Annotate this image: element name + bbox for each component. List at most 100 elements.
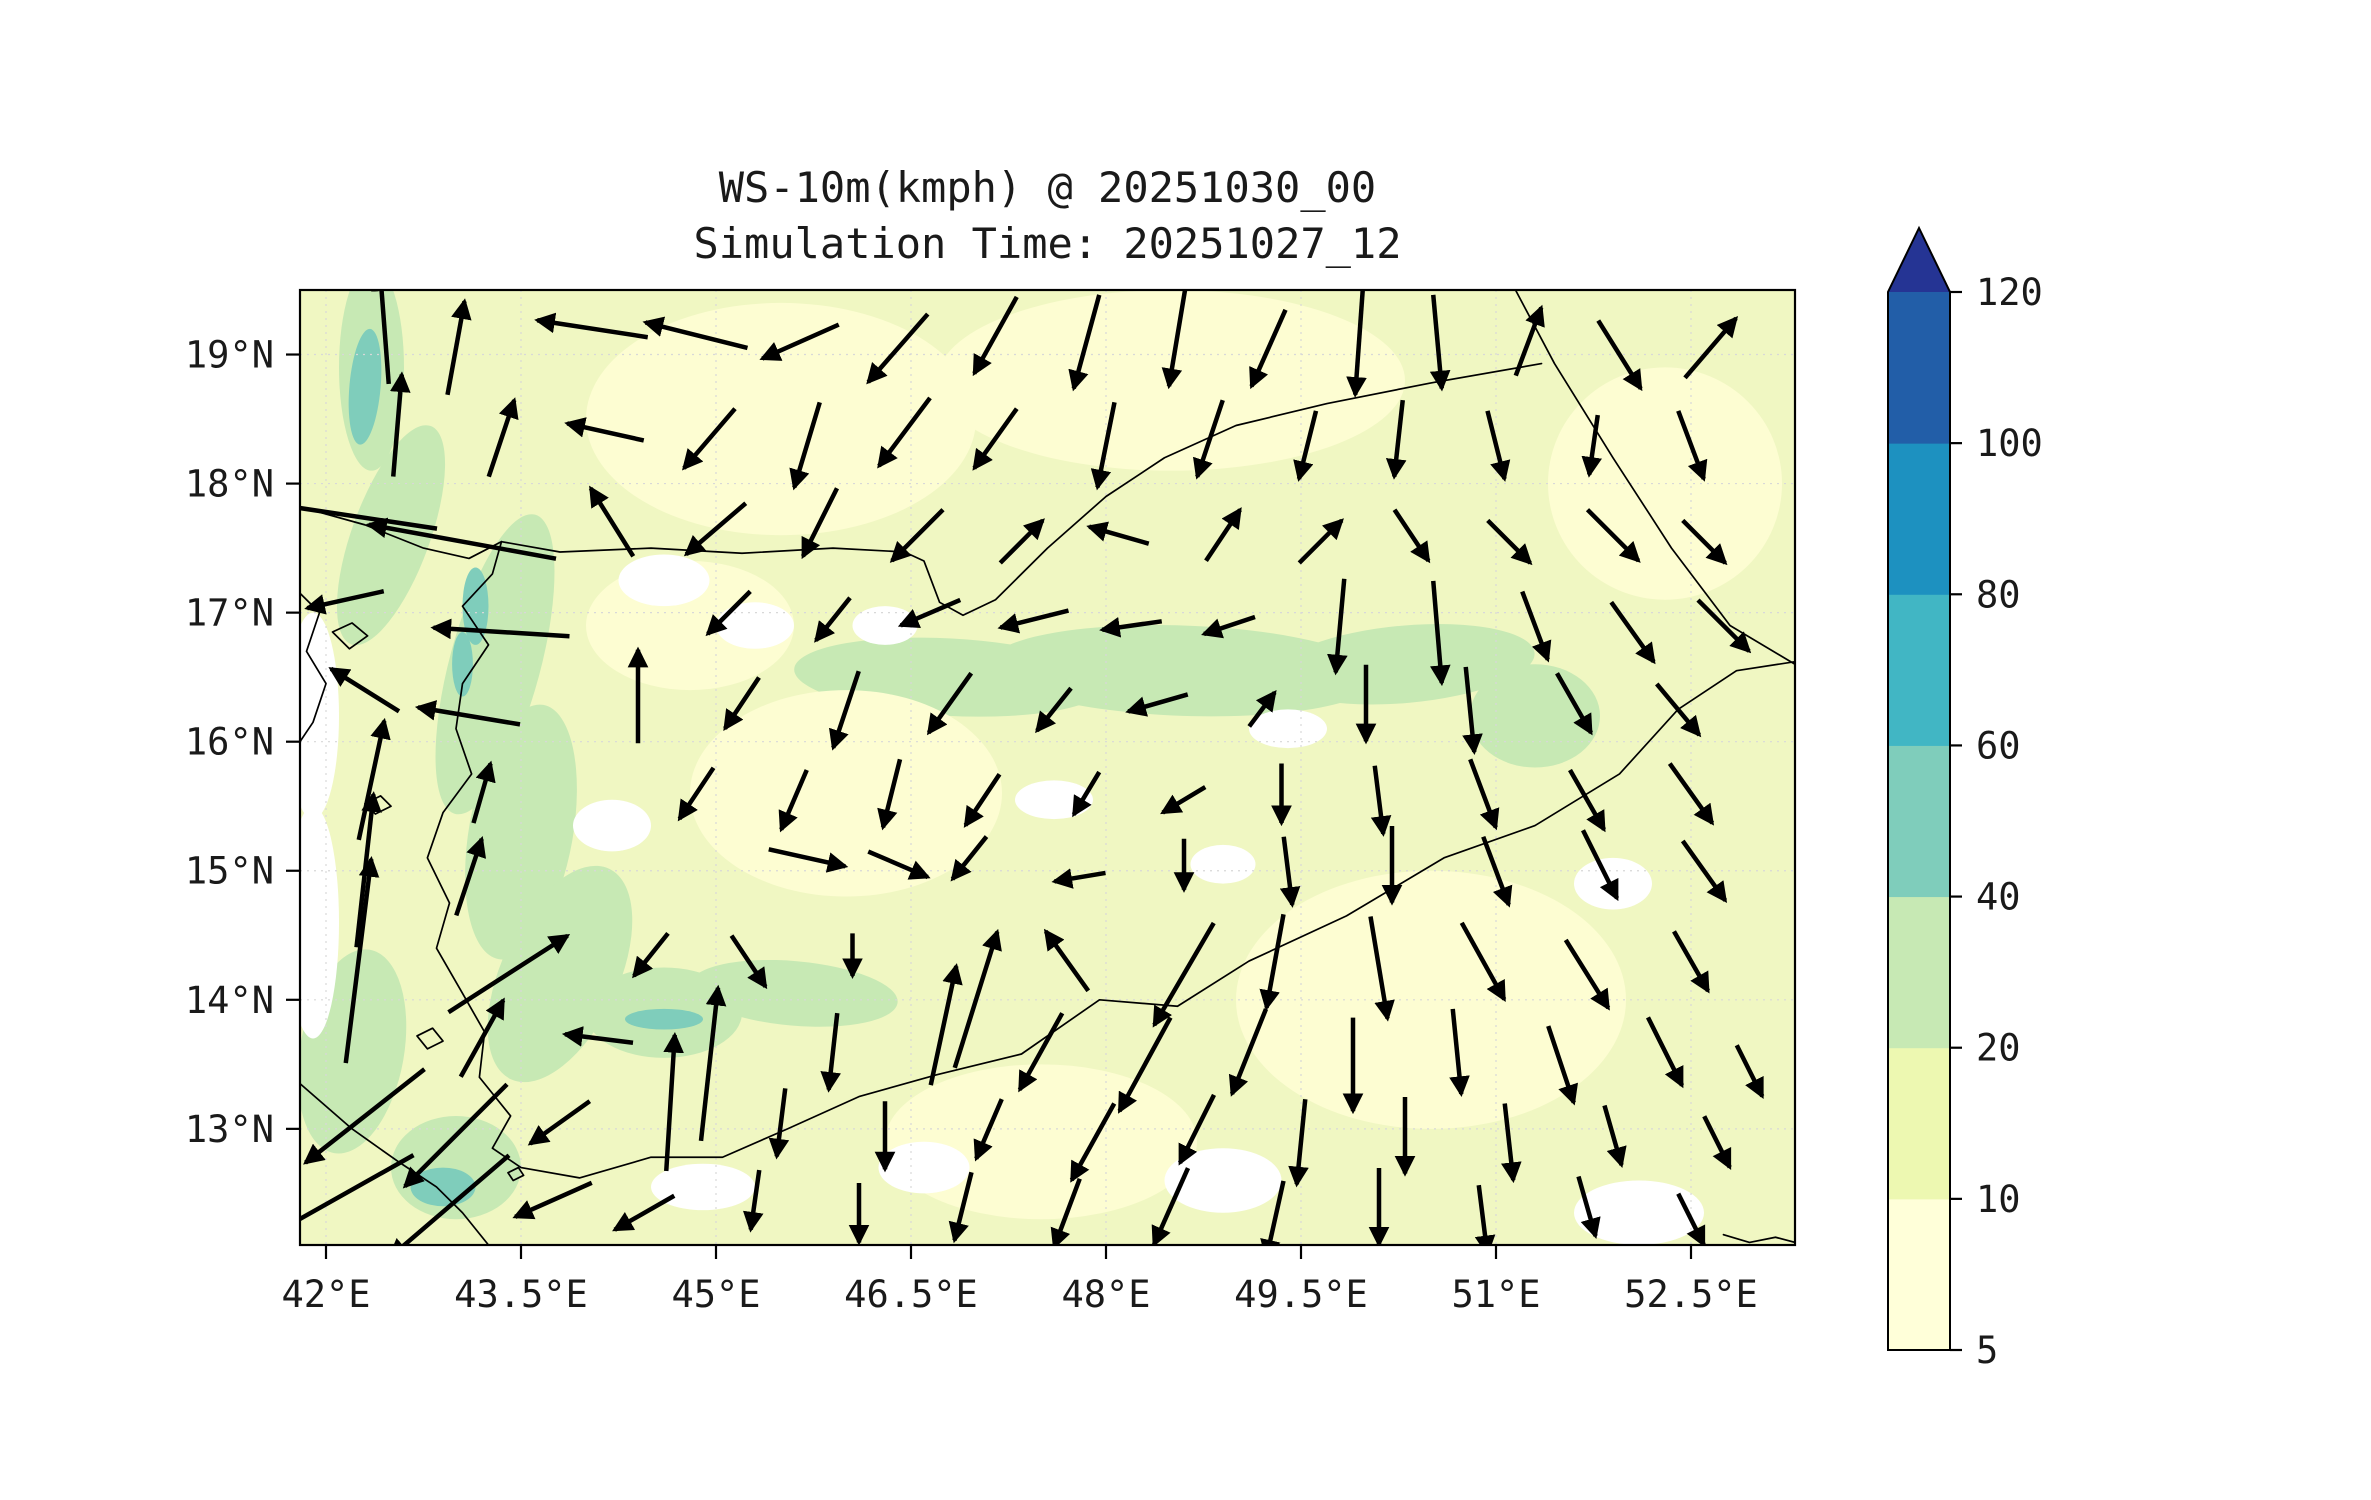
wind-arrow	[1117, 1016, 1173, 1114]
colorbar-segment	[1888, 443, 1950, 595]
wind-arrow	[1288, 1099, 1309, 1188]
wind-arrow	[1071, 770, 1102, 818]
wind-speed-contour-region	[716, 602, 794, 649]
wind-arrow	[1655, 682, 1702, 738]
wind-arrow	[1099, 617, 1163, 638]
wind-arrow	[759, 322, 840, 361]
wind-arrow	[1585, 508, 1641, 563]
chart-title: WS-10m(kmph) @ 20251030_00	[718, 163, 1377, 212]
colorbar-segment	[1888, 896, 1950, 1049]
wind-arrow	[952, 928, 1002, 1069]
wind-arrow	[1568, 768, 1606, 833]
wind-arrow	[1090, 401, 1117, 491]
wind-arrow	[1734, 1044, 1765, 1100]
wind-arrow	[1609, 600, 1656, 665]
wind-speed-contour-region	[452, 631, 473, 697]
wind-arrow	[663, 1031, 684, 1172]
colorbar-tick-label: 120	[1976, 271, 2043, 314]
wind-arrow	[963, 773, 1002, 828]
wind-arrow	[1151, 1167, 1191, 1245]
wind-arrow	[1346, 290, 1367, 398]
wind-arrow	[328, 666, 401, 714]
wind-speed-contour-region	[586, 302, 976, 536]
wind-arrow	[768, 1088, 790, 1160]
wind-speed-contour-region	[462, 567, 489, 645]
wind-speed-contour-region	[625, 1008, 703, 1030]
wind-arrow	[632, 931, 670, 979]
coastline-border	[416, 1027, 444, 1050]
wind-arrow	[1449, 1008, 1470, 1098]
wind-arrow	[1192, 399, 1225, 480]
x-axis-tick-label: 48°E	[1061, 1273, 1150, 1316]
wind-arrow	[867, 849, 931, 880]
colorbar-segment	[1888, 292, 1950, 444]
colorbar-tick-label: 40	[1976, 876, 2021, 919]
wind-arrow	[1672, 930, 1710, 994]
wind-arrow	[534, 312, 649, 340]
wind-arrow	[343, 856, 380, 1064]
wind-arrow	[828, 670, 861, 751]
x-axis-tick-label: 52.5°E	[1624, 1273, 1758, 1316]
wind-arrow	[1485, 410, 1511, 482]
y-axis-tick-label: 19°N	[185, 334, 274, 377]
wind-arrow	[612, 1193, 676, 1232]
wind-arrow	[303, 1067, 426, 1165]
wind-arrow	[998, 518, 1045, 565]
wind-arrow	[1676, 1192, 1706, 1245]
wind-arrow	[800, 487, 840, 560]
wind-arrow	[1228, 1008, 1269, 1097]
wind-arrow	[926, 671, 974, 736]
colorbar-tick-label: 80	[1976, 573, 2021, 616]
wind-arrow	[1520, 590, 1552, 663]
wind-speed-contour-region	[435, 514, 555, 815]
wind-arrow	[1050, 1177, 1082, 1245]
wind-speed-contour-region	[300, 612, 339, 820]
wind-speed-contour-region	[989, 625, 1379, 717]
wind-arrow	[1513, 304, 1545, 377]
wind-speed-contour-region	[1190, 844, 1256, 884]
wind-arrow	[789, 401, 822, 491]
wind-arrow	[430, 618, 570, 640]
wind-arrow	[1152, 921, 1216, 1028]
wind-arrow	[1676, 410, 1708, 482]
colorbar-outline	[1887, 225, 1951, 1351]
wind-arrow	[1201, 614, 1256, 639]
wind-arrow	[897, 597, 962, 628]
wind-arrow	[564, 417, 645, 443]
colorbar-tick-label: 5	[1976, 1329, 1998, 1372]
wind-arrow	[729, 934, 768, 990]
wind-arrow	[1043, 928, 1091, 993]
wind-arrow	[948, 1171, 974, 1244]
wind-arrow	[814, 596, 852, 643]
wind-arrow	[1368, 916, 1395, 1022]
coastline-border	[507, 1166, 525, 1182]
wind-arrow	[1327, 578, 1348, 676]
wind-arrow	[371, 290, 392, 385]
colorbar-segment	[1888, 745, 1950, 898]
wind-arrow	[866, 312, 930, 385]
wind-arrow	[1468, 758, 1500, 831]
x-axis-tick-label: 49.5°E	[1234, 1273, 1368, 1316]
wind-arrow	[1293, 410, 1319, 482]
coastline-border	[1722, 1233, 1795, 1244]
wind-arrow	[1501, 1103, 1522, 1184]
wind-arrow	[389, 371, 411, 477]
colorbar-tick-label: 10	[1976, 1178, 2021, 1221]
wind-speed-contour-region	[348, 328, 382, 445]
wind-arrow	[387, 1153, 511, 1245]
wind-arrow	[304, 589, 385, 615]
wind-arrow	[1177, 1093, 1217, 1166]
colorbar-tick-label: 100	[1976, 422, 2043, 465]
wind-speed-contour-region	[651, 1163, 755, 1211]
wind-arrow	[1681, 518, 1728, 566]
wind-arrow	[1576, 1175, 1601, 1240]
wind-arrow	[1051, 868, 1106, 889]
wind-arrow	[778, 769, 809, 833]
wind-arrow	[458, 997, 506, 1078]
wind-arrow	[402, 1082, 509, 1189]
wind-speed-contour-region	[1249, 709, 1327, 749]
wind-arrow	[1580, 829, 1620, 902]
wind-arrow	[997, 608, 1070, 634]
wind-arrow	[486, 397, 519, 478]
wind-arrow	[1385, 399, 1407, 480]
